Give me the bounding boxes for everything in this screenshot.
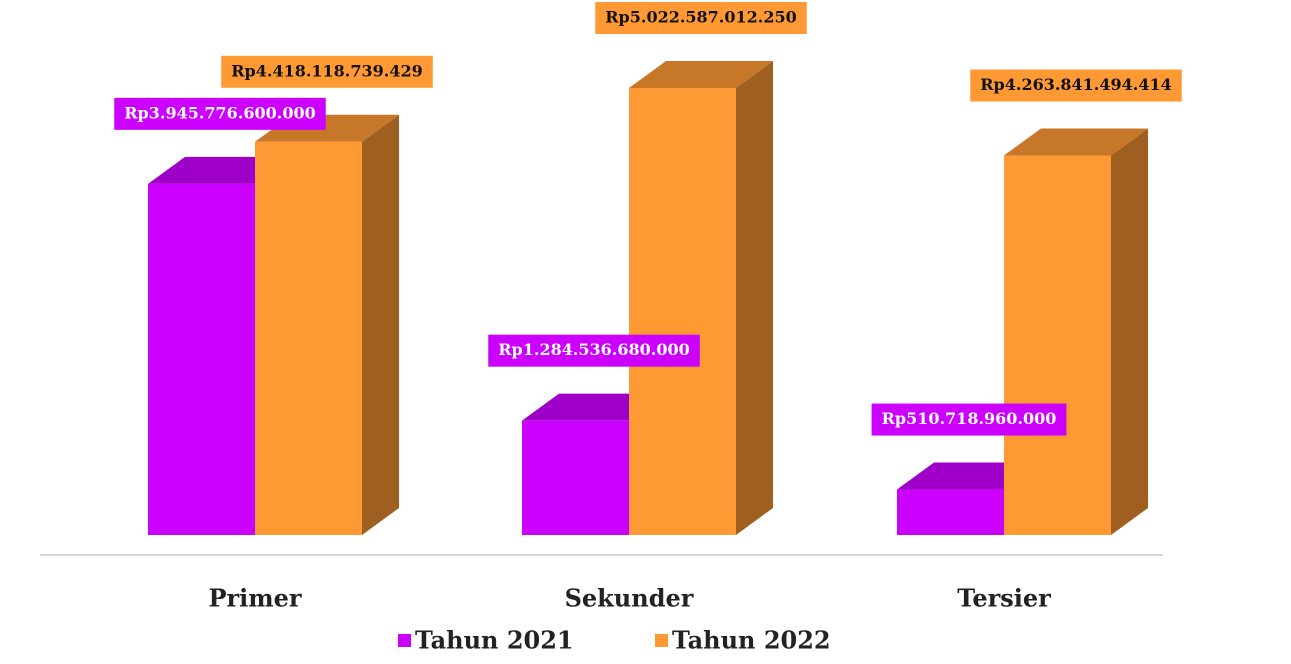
data-label-box — [871, 403, 1067, 436]
data-label: Rp4.263.841.494.414 — [980, 75, 1172, 94]
bar — [255, 141, 362, 535]
data-label: Rp510.718.960.000 — [882, 409, 1057, 428]
bar-side — [1111, 128, 1148, 536]
data-label: Rp1.284.536.680.000 — [498, 340, 690, 359]
legend-swatch — [655, 634, 668, 647]
legend-label: Tahun 2021 — [415, 626, 574, 655]
legend-swatch — [398, 634, 411, 647]
bar — [1004, 155, 1111, 536]
x-tick-label: Tersier — [957, 584, 1051, 613]
bar — [629, 88, 736, 535]
bar — [897, 489, 1004, 535]
bar — [522, 420, 629, 535]
data-label: Rp3.945.776.600.000 — [124, 103, 316, 122]
bar — [148, 183, 255, 535]
data-label-box — [114, 97, 326, 130]
bar-top — [1004, 128, 1148, 156]
bar-top — [629, 61, 773, 88]
data-label-box — [221, 55, 433, 88]
bar-side — [736, 61, 773, 535]
data-label-box — [970, 69, 1182, 102]
data-label: Rp4.418.118.739.429 — [231, 61, 423, 80]
x-tick-label: Primer — [208, 584, 301, 613]
data-label-box — [595, 2, 807, 34]
x-tick-label: Sekunder — [565, 584, 694, 613]
legend-label: Tahun 2022 — [672, 626, 831, 655]
bar-side — [362, 114, 399, 535]
data-label: Rp5.022.587.012.250 — [605, 8, 797, 27]
data-label-box — [488, 334, 700, 367]
